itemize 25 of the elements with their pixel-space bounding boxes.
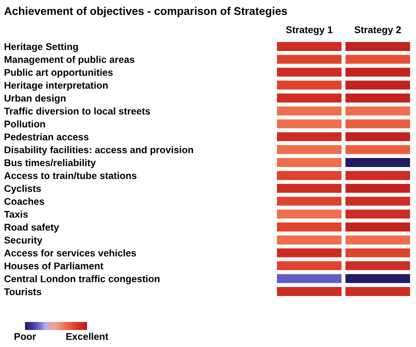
y-tick-label: Tourists [4, 288, 42, 296]
y-tick-label: Traffic diversion to local streets [4, 107, 150, 115]
y-tick-label: Security [4, 236, 42, 246]
y-tick-label: Road safety [4, 224, 60, 233]
y-tick-label: Bus times/reliability [4, 159, 96, 168]
color-bar-label: Excellent [66, 332, 108, 340]
y-tick-label: Houses of Parliament [4, 262, 104, 270]
y-tick-label: Public art opportunities [4, 68, 113, 78]
x-tick-label: Strategy 2 [354, 26, 401, 36]
y-tick-label: Pedestrian access [4, 133, 88, 140]
y-tick-label: Management of public areas [4, 56, 134, 65]
y-tick-label: Cyclists [4, 184, 41, 194]
y-tick-label: Disability facilities: access and provision [4, 146, 194, 156]
text: Achievement of objectives - comparison of Strategies [4, 6, 287, 18]
y-tick-label: Access for services vehicles [4, 249, 136, 256]
y-tick-label: Central London traffic congestion [4, 275, 160, 284]
y-tick-label: Taxis [4, 210, 28, 218]
y-tick-label: Access to train/tube stations [4, 172, 137, 180]
y-tick-label: Pollution [4, 120, 45, 128]
color-bar-label: Poor [14, 333, 36, 340]
y-tick-label: Heritage interpretation [4, 82, 108, 91]
x-tick-label: Strategy 1 [286, 26, 332, 36]
y-tick-label: Heritage Setting [4, 42, 78, 52]
y-tick-label: Urban design [4, 94, 66, 104]
y-tick-label: Coaches [4, 198, 44, 205]
